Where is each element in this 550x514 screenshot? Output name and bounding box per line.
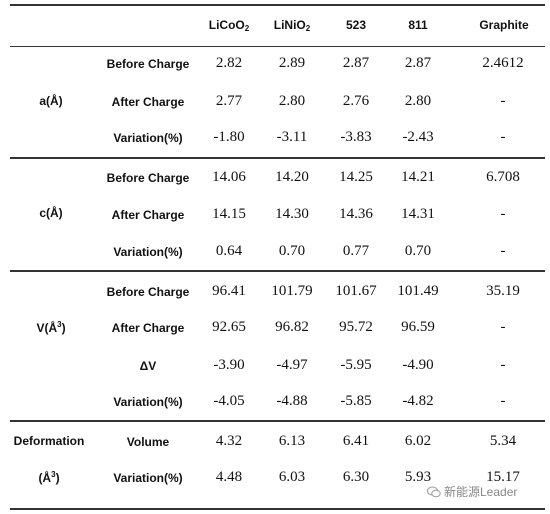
table-cell: 5.93	[404, 469, 432, 485]
table-cell: 101.79	[271, 283, 313, 299]
row-label: Variation(%)	[113, 471, 183, 485]
table-cell: 15.17	[486, 469, 520, 485]
table-cell: 2.4612	[482, 55, 524, 71]
table-cell: 0.70	[278, 243, 306, 259]
table-cell: 92.65	[212, 319, 246, 335]
table-cell: 35.19	[486, 283, 520, 299]
row-label: Before Charge	[106, 285, 190, 299]
table-cell: -	[500, 129, 506, 145]
table-cell: 6.30	[342, 469, 370, 485]
table-cell: 95.72	[339, 319, 373, 335]
table-cell: 2.87	[404, 55, 432, 71]
table-cell: 0.70	[404, 243, 432, 259]
column-header-linio2: LiNiO2	[273, 18, 311, 33]
table-rule-header	[10, 46, 545, 47]
row-label: Variation(%)	[113, 395, 183, 409]
table-cell: -	[500, 93, 506, 109]
watermark-text: 新能源Leader	[444, 485, 518, 499]
table-cell: -	[500, 319, 506, 335]
table-cell: -	[500, 393, 506, 409]
table-cell: -4.97	[276, 357, 308, 373]
table-cell: 2.77	[215, 93, 243, 109]
row-label: Before Charge	[106, 171, 190, 185]
column-header-graphite: Graphite	[479, 18, 529, 32]
row-label: After Charge	[111, 208, 185, 222]
row-label: Before Charge	[106, 57, 190, 71]
table-cell: -4.05	[213, 393, 245, 409]
table-cell: -	[500, 357, 506, 373]
group-label-v: V(Å3)	[36, 320, 66, 335]
table-cell: 14.30	[275, 206, 309, 222]
group-label-c: c(Å)	[39, 206, 63, 220]
row-label: After Charge	[111, 321, 185, 335]
table-rule-group-v	[10, 420, 545, 422]
table-cell: 6.41	[342, 433, 370, 449]
table-cell: 6.02	[404, 433, 432, 449]
table-cell: 4.48	[215, 469, 243, 485]
table-cell: 6.03	[278, 469, 306, 485]
table-cell: 101.67	[335, 283, 377, 299]
table-cell: 14.36	[339, 206, 373, 222]
table-rule-group-c	[10, 270, 545, 272]
table-cell: -4.88	[276, 393, 308, 409]
table-cell: 14.06	[212, 169, 246, 185]
table-cell: -5.85	[340, 393, 372, 409]
table-cell: 14.21	[401, 169, 435, 185]
table-cell: 4.32	[215, 433, 243, 449]
table-cell: -2.43	[402, 129, 434, 145]
row-label: ΔV	[139, 359, 157, 373]
row-label: After Charge	[111, 95, 185, 109]
table-cell: 14.31	[401, 206, 435, 222]
table-cell: -3.83	[340, 129, 372, 145]
table-cell: -1.80	[213, 129, 245, 145]
table-cell: 96.41	[212, 283, 246, 299]
row-label: Variation(%)	[113, 131, 183, 145]
table-cell: 6.708	[486, 169, 520, 185]
table-cell: 14.15	[212, 206, 246, 222]
table-rule-bottom	[10, 508, 545, 510]
table-rule-group-a	[10, 157, 545, 159]
table-cell: 2.89	[278, 55, 306, 71]
table-cell: -3.90	[213, 357, 245, 373]
table-cell: 96.59	[401, 319, 435, 335]
table-cell: 2.80	[278, 93, 306, 109]
table-cell: -	[500, 206, 506, 222]
table-cell: 14.20	[275, 169, 309, 185]
row-label: Variation(%)	[113, 245, 183, 259]
group-label-deformation-unit: (Å3)	[38, 470, 60, 485]
table-cell: 2.82	[215, 55, 243, 71]
column-header-523: 523	[345, 18, 367, 32]
group-label-deformation: Deformation	[13, 434, 85, 448]
row-label: Volume	[126, 435, 170, 449]
table-cell: 14.25	[339, 169, 373, 185]
table-cell: 0.64	[215, 243, 243, 259]
table-rule-top	[10, 4, 545, 6]
table-cell: 101.49	[397, 283, 439, 299]
wechat-icon	[427, 486, 441, 498]
table-cell: -	[500, 243, 506, 259]
table-cell: 2.76	[342, 93, 370, 109]
column-header-811: 811	[408, 18, 428, 32]
table-cell: 2.87	[342, 55, 370, 71]
table-cell: -4.90	[402, 357, 434, 373]
table-cell: -5.95	[340, 357, 372, 373]
watermark: 新能源Leader	[424, 483, 521, 500]
group-label-a: a(Å)	[39, 94, 63, 108]
table-cell: 5.34	[489, 433, 517, 449]
table-cell: -4.82	[402, 393, 434, 409]
column-header-licoo2: LiCoO2	[208, 18, 250, 33]
table-cell: 2.80	[404, 93, 432, 109]
table-cell: -3.11	[276, 129, 308, 145]
table-cell: 6.13	[278, 433, 306, 449]
table-cell: 0.77	[342, 243, 370, 259]
table-cell: 96.82	[275, 319, 309, 335]
